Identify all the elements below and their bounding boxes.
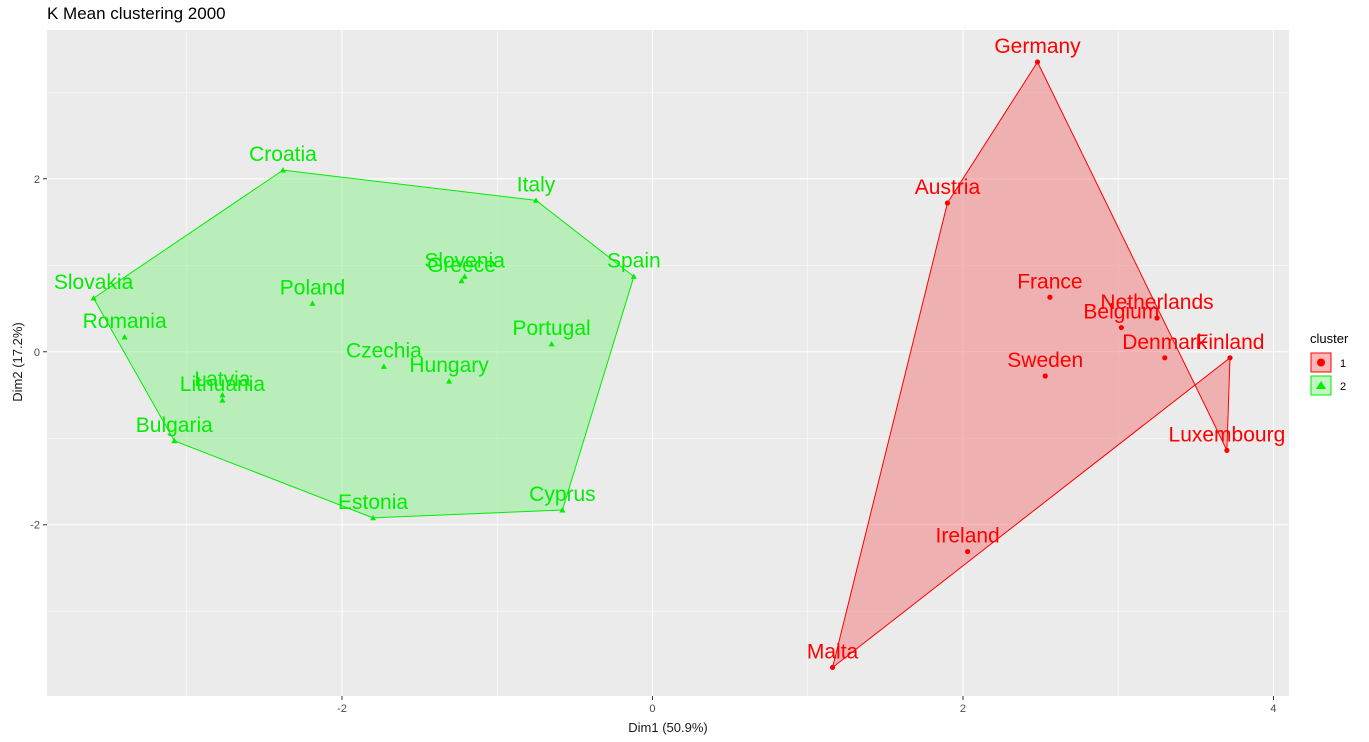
point-label: Malta: [807, 640, 859, 663]
point-label: Portugal: [512, 317, 590, 340]
data-point: [548, 340, 555, 347]
point-label: Ireland: [936, 525, 1000, 548]
data-point: [559, 507, 566, 513]
legend-label: 2: [1340, 381, 1346, 393]
point-label: Slovenia: [424, 250, 505, 273]
data-point: [1034, 59, 1041, 65]
point-label: France: [1017, 270, 1082, 293]
point-label: Luxembourg: [1169, 423, 1286, 446]
y-tick-label: -2: [30, 520, 40, 532]
cluster-hull-1: [831, 60, 1231, 669]
data-point: [461, 273, 468, 279]
data-point: [1047, 294, 1053, 300]
y-axis-title: Dim2 (17.2%): [10, 322, 25, 401]
x-tick-label: -2: [337, 703, 347, 715]
data-point: [1227, 355, 1233, 361]
point-label: Estonia: [338, 491, 408, 514]
point-label: Finland: [1196, 331, 1265, 354]
y-tick-label: 2: [34, 174, 40, 186]
data-point: [1118, 324, 1124, 331]
point-label: Croatia: [249, 143, 317, 166]
point-label: Cyprus: [529, 483, 596, 506]
data-point: [219, 397, 226, 403]
data-point: [370, 514, 377, 521]
point-label: Romania: [83, 310, 167, 333]
legend-label: 1: [1340, 358, 1346, 370]
chart-title: K Mean clustering 2000: [47, 4, 226, 23]
data-point: [458, 277, 465, 284]
point-label: Poland: [280, 276, 345, 299]
point-label: Greece: [427, 254, 496, 277]
data-point: [944, 200, 951, 206]
legend: cluster 1 2: [1310, 331, 1349, 396]
point-label: Spain: [607, 250, 661, 273]
data-point: [121, 334, 128, 340]
x-tick-label: 0: [649, 703, 655, 715]
data-point: [90, 295, 97, 301]
data-point: [829, 664, 836, 671]
data-point: [630, 273, 637, 279]
data-point: [171, 437, 178, 444]
point-label: Czechia: [346, 339, 422, 362]
point-label: Bulgaria: [136, 414, 213, 437]
point-label: Slovakia: [54, 271, 134, 294]
data-point: [279, 167, 286, 173]
point-label: Hungary: [409, 354, 489, 377]
x-axis-title: Dim1 (50.9%): [628, 720, 707, 735]
axis-ticks: -2 0 2 4 -2 0 2: [30, 174, 1276, 715]
legend-title: cluster: [1310, 331, 1349, 346]
point-label: Belgium: [1083, 301, 1159, 324]
data-point: [446, 378, 453, 384]
point-label: Lithuania: [180, 373, 266, 396]
data-point: [219, 392, 226, 398]
point-label: Sweden: [1007, 349, 1083, 372]
data-point: [1224, 447, 1230, 453]
data-point: [965, 548, 971, 555]
x-tick-label: 4: [1270, 703, 1276, 715]
point-label: Germany: [994, 35, 1081, 58]
data-point: [309, 300, 316, 306]
data-point: [380, 363, 387, 369]
data-point: [533, 197, 540, 203]
y-tick-label: 0: [34, 347, 40, 359]
cluster-hulls: [92, 60, 1231, 669]
data-point: [1162, 355, 1168, 361]
legend-symbol: [1317, 358, 1325, 367]
data-points: [90, 59, 1233, 671]
point-label: Austria: [915, 176, 981, 199]
legend-symbol: [1316, 381, 1326, 389]
point-label: Italy: [517, 173, 556, 196]
point-label: Latvia: [194, 368, 250, 391]
point-label: Denmark: [1122, 331, 1208, 354]
data-point: [1042, 373, 1048, 379]
data-point: [1154, 315, 1160, 321]
cluster-hull-2: [92, 169, 635, 519]
point-label: Netherlands: [1100, 291, 1213, 314]
x-tick-label: 2: [960, 703, 966, 715]
